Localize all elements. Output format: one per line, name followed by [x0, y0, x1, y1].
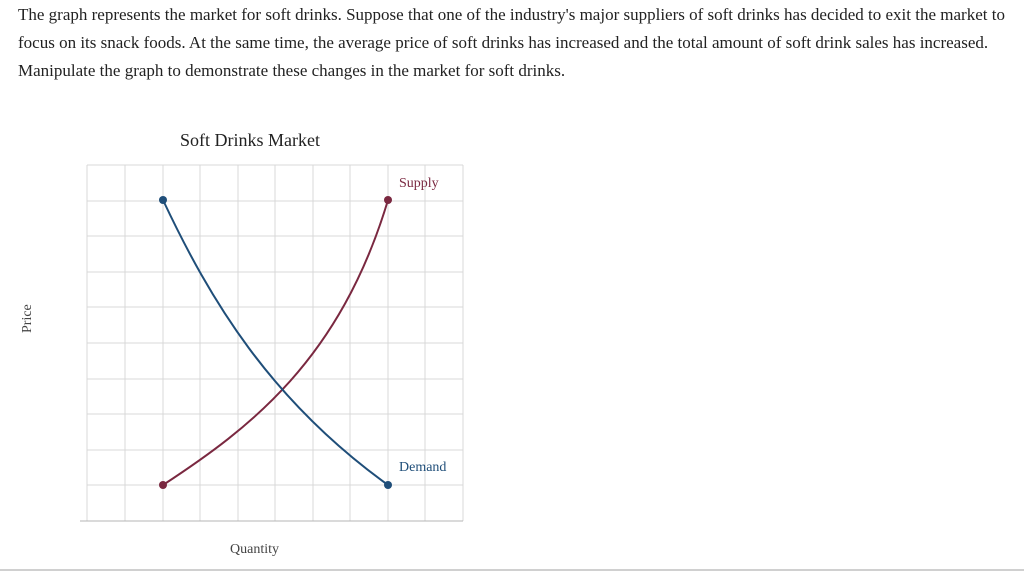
question-text: The graph represents the market for soft… — [18, 5, 1005, 80]
supply-upper-handle[interactable] — [384, 196, 392, 204]
demand-lower-handle[interactable] — [384, 481, 392, 489]
x-axis-label: Quantity — [230, 542, 279, 557]
graph-grid — [80, 164, 464, 522]
demand-curve[interactable] — [162, 199, 389, 486]
bottom-divider — [0, 569, 1024, 571]
supply-curve[interactable] — [162, 199, 389, 486]
supply-label: Supply — [399, 176, 439, 191]
demand-upper-handle[interactable] — [159, 196, 167, 204]
demand-label: Demand — [399, 460, 447, 475]
graph-title: Soft Drinks Market — [180, 130, 320, 150]
supply-lower-handle[interactable] — [159, 481, 167, 489]
